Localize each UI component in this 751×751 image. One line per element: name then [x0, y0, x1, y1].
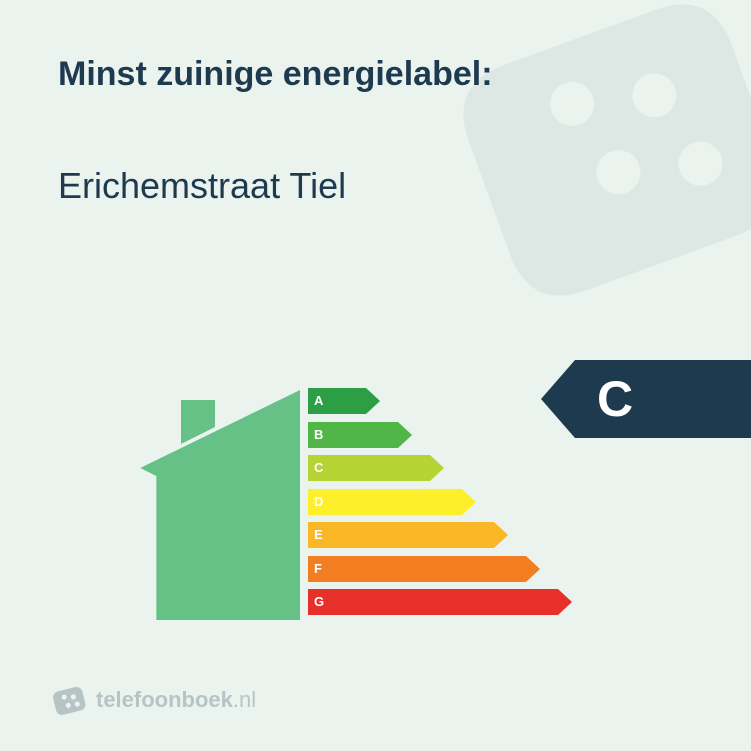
bar-label: F: [314, 556, 322, 582]
bar-shape-icon: [308, 522, 508, 548]
energy-label-diagram: ABCDEFG: [130, 370, 600, 630]
bar-label: B: [314, 422, 323, 448]
bar-shape-icon: [308, 589, 572, 615]
bar-label: A: [314, 388, 323, 414]
page-title: Minst zuinige energielabel:: [58, 55, 493, 94]
selected-label-text: C: [597, 360, 633, 438]
bar-shape-icon: [308, 455, 444, 481]
page-subtitle: Erichemstraat Tiel: [58, 165, 346, 207]
footer-text: telefoonboek.nl: [96, 687, 256, 713]
bar-label: C: [314, 455, 323, 481]
bar-label: E: [314, 522, 323, 548]
footer-logo-icon: [52, 683, 86, 717]
bar-label: G: [314, 589, 324, 615]
house-icon: [130, 370, 300, 620]
selected-label-indicator: C: [541, 360, 751, 438]
footer-brand: telefoonboek.nl: [52, 683, 256, 717]
footer-brand-name: telefoonboek: [96, 687, 233, 712]
bar-shape-icon: [308, 489, 476, 515]
bar-shape-icon: [308, 556, 540, 582]
bar-shape-icon: [308, 422, 412, 448]
bar-label: D: [314, 489, 323, 515]
indicator-arrow-icon: [541, 360, 751, 438]
watermark-logo: [441, 0, 751, 310]
footer-brand-tld: .nl: [233, 687, 256, 712]
